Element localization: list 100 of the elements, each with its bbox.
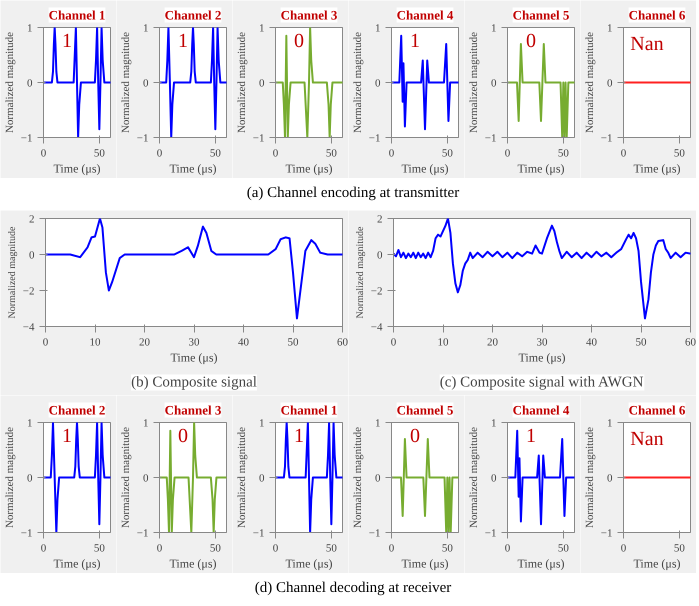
annotation: 1 [294, 425, 304, 447]
x-tick-label: 60 [685, 336, 696, 348]
x-tick-label: 50 [210, 148, 222, 160]
y-tick-label: −1 [20, 528, 33, 540]
y-tick-label: 0 [143, 78, 149, 90]
y-tick-label: 1 [607, 418, 612, 430]
y-tick-label: 1 [491, 418, 496, 430]
y-tick-label: −1 [484, 132, 497, 144]
x-tick-label: 10 [438, 336, 449, 348]
x-axis-title: Time (μs) [54, 162, 101, 176]
x-tick-label: 0 [388, 542, 395, 554]
y-tick-label: −1 [600, 528, 613, 540]
x-axis-title: Time (μs) [518, 350, 566, 364]
x-tick-label: 0 [272, 148, 279, 160]
x-axis-title: Time (μs) [286, 162, 333, 176]
chart-title: Channel 4 [396, 8, 454, 22]
annotation: 1 [410, 30, 420, 52]
line-series [508, 430, 574, 526]
text: (b) Composite signal [131, 374, 257, 390]
chart-title: Channel 1 [280, 402, 338, 418]
chart-title: Channel 3 [164, 402, 222, 418]
y-tick-label: 1 [259, 22, 264, 34]
y-tick-label: −1 [484, 528, 497, 540]
y-axis-title: Normalized magnitude [236, 32, 248, 134]
x-tick-label: 0 [156, 542, 163, 554]
y-tick-label: 1 [27, 418, 32, 430]
x-tick-label: 0 [42, 336, 49, 348]
y-axis-title: Normalized magnitude [120, 32, 132, 134]
y-tick-label: −1 [600, 132, 613, 144]
y-tick-label: 1 [143, 418, 148, 430]
x-tick-label: 0 [504, 542, 511, 554]
chart-title: Channel 4 [512, 402, 570, 418]
chart-title: Channel 3 [280, 8, 338, 22]
y-tick-label: 2 [29, 214, 34, 226]
annotation: 0 [178, 425, 188, 447]
y-tick-label: −1 [368, 528, 381, 540]
y-tick-label: 0 [375, 78, 381, 90]
annotation: 1 [62, 30, 72, 52]
x-tick-label: 50 [288, 336, 299, 348]
x-tick-label: 30 [188, 336, 200, 348]
annotation: 0 [294, 30, 304, 52]
y-axis-title: Normalized magnitude [6, 226, 18, 318]
y-tick-label: 2 [377, 214, 382, 226]
y-tick-label: 0 [607, 78, 613, 90]
chart-title: Channel 2 [164, 8, 222, 22]
x-tick-label: 50 [326, 148, 338, 160]
x-tick-label: 60 [337, 336, 348, 348]
y-axis-title: Normalized magnitude [120, 426, 132, 528]
y-tick-label: 0 [491, 472, 497, 484]
x-axis-title: Time (μs) [170, 350, 218, 364]
x-tick-label: 50 [558, 542, 570, 554]
y-axis-title: Normalized magnitude [354, 226, 366, 318]
x-tick-label: 40 [586, 336, 598, 348]
text: (c) Composite signal with AWGN [440, 374, 644, 390]
annotation: 0 [410, 425, 420, 447]
y-tick-label: 0 [377, 250, 383, 262]
y-axis-title: Normalized magnitude [4, 426, 16, 528]
y-tick-label: 0 [143, 472, 149, 484]
y-tick-label: 0 [259, 78, 265, 90]
x-tick-label: 50 [210, 542, 222, 554]
y-tick-label: −1 [136, 528, 149, 540]
y-tick-label: −1 [252, 132, 265, 144]
y-tick-label: 0 [491, 78, 497, 90]
line-series [392, 34, 458, 130]
x-tick-label: 40 [238, 336, 250, 348]
y-tick-label: −1 [368, 132, 381, 144]
y-tick-label: −2 [22, 286, 35, 298]
x-tick-label: 50 [636, 336, 647, 348]
y-tick-label: 1 [375, 418, 380, 430]
x-tick-label: 50 [94, 542, 106, 554]
y-axis-title: Normalized magnitude [584, 32, 596, 134]
y-tick-label: 0 [375, 472, 381, 484]
x-tick-label: 0 [390, 336, 397, 348]
x-axis-title: Time (μs) [170, 162, 217, 176]
annotation: 1 [526, 425, 536, 447]
y-tick-label: −1 [20, 132, 33, 144]
x-tick-label: 0 [40, 148, 47, 160]
chart-title: Channel 5 [396, 402, 454, 418]
x-tick-label: 10 [90, 336, 101, 348]
x-tick-label: 0 [388, 148, 395, 160]
x-axis-title: Time (μs) [402, 556, 449, 570]
y-axis-title: Normalized magnitude [236, 426, 248, 528]
x-tick-label: 50 [326, 542, 338, 554]
x-tick-label: 20 [487, 336, 498, 348]
x-axis-title: Time (μs) [518, 162, 565, 176]
text: (a) Channel encoding at transmitter [246, 184, 460, 203]
y-tick-label: 0 [29, 250, 35, 262]
x-tick-label: 50 [674, 542, 686, 554]
y-tick-label: −1 [252, 528, 265, 540]
y-axis-title: Normalized magnitude [352, 32, 364, 134]
x-tick-label: 50 [674, 148, 686, 160]
annotation: 1 [62, 425, 72, 447]
x-tick-label: 50 [558, 148, 570, 160]
y-tick-label: 1 [375, 22, 380, 34]
y-tick-label: 1 [259, 418, 264, 430]
x-axis-title: Time (μs) [54, 556, 101, 570]
line-series [394, 218, 690, 320]
x-axis-title: Time (μs) [634, 556, 681, 570]
y-tick-label: 1 [143, 22, 148, 34]
x-tick-label: 50 [442, 148, 454, 160]
